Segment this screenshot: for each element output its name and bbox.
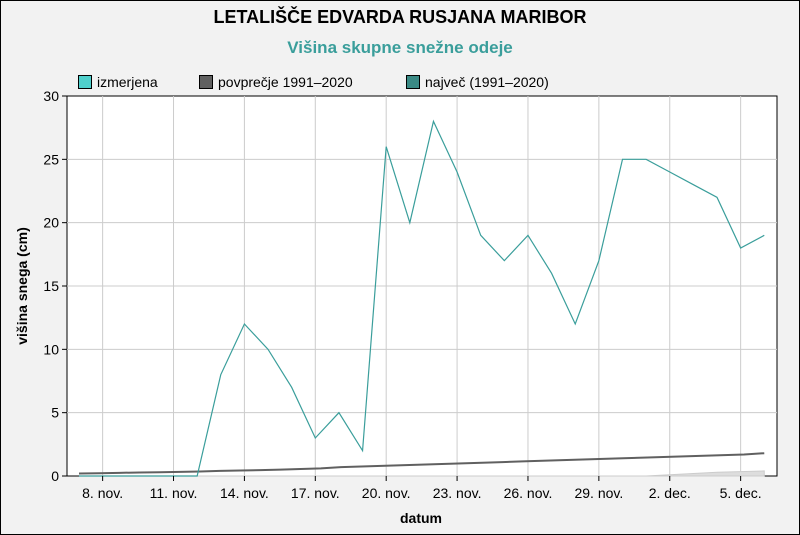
- legend-label: povprečje 1991–2020: [218, 74, 353, 90]
- y-tick-label: 10: [43, 341, 59, 357]
- x-tick-label: 23. nov.: [433, 485, 482, 501]
- x-tick-label: 11. nov.: [150, 485, 198, 501]
- legend-max[interactable]: največ (1991–2020): [406, 74, 549, 90]
- x-tick-label: 20. nov.: [362, 485, 411, 501]
- y-tick-label: 25: [43, 151, 59, 167]
- y-tick-label: 0: [51, 468, 59, 484]
- x-axis-label: datum: [400, 510, 442, 526]
- x-tick-label: 2. dec.: [649, 485, 691, 501]
- chart-title: LETALIŠČE EDVARDA RUSJANA MARIBOR: [213, 7, 587, 27]
- legend-measured[interactable]: izmerjena: [78, 74, 158, 90]
- x-tick-label: 5. dec.: [720, 485, 762, 501]
- legend-swatch: [78, 75, 92, 89]
- x-tick-label: 26. nov.: [504, 485, 553, 501]
- x-tick-label: 8. nov.: [82, 485, 123, 501]
- series-measured-line: [79, 119, 765, 477]
- chart-subtitle: Višina skupne snežne odeje: [287, 38, 513, 57]
- x-tick-label: 29. nov.: [574, 485, 623, 501]
- y-axis-label: višina snega (cm): [14, 227, 30, 345]
- x-tick-label: 14. nov.: [220, 485, 269, 501]
- y-tick-label: 5: [51, 405, 59, 421]
- legend-label: izmerjena: [97, 74, 158, 90]
- series-average-line: [78, 452, 765, 475]
- y-tick-label: 30: [43, 88, 59, 104]
- legend-label: največ (1991–2020): [425, 74, 549, 90]
- series-max-area: [79, 470, 765, 477]
- legend-swatch: [406, 75, 420, 89]
- legend-average[interactable]: povprečje 1991–2020: [199, 74, 353, 90]
- x-tick-label: 17. nov.: [291, 485, 340, 501]
- legend-swatch: [199, 75, 213, 89]
- y-tick-label: 15: [43, 278, 59, 294]
- y-tick-label: 20: [43, 215, 59, 231]
